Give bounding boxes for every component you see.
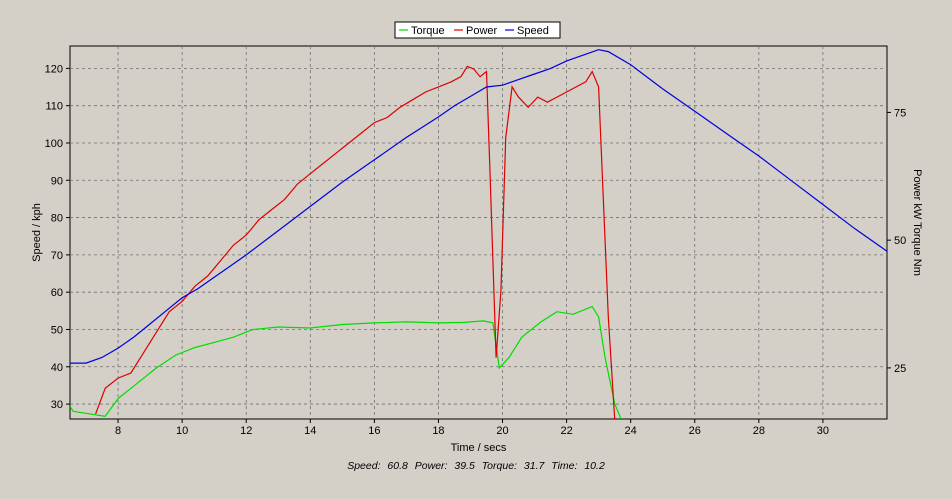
status-torque-value: 31.7 [523,460,545,472]
x-tick-label: 30 [817,425,829,437]
x-tick-label: 10 [176,425,188,437]
x-tick-label: 12 [240,425,252,437]
y-tick-label: 50 [51,324,63,336]
x-tick-label: 14 [304,425,316,437]
x-tick-label: 18 [432,425,444,437]
status-speed-label: Speed: [347,460,381,472]
y-tick-label: 30 [51,399,63,411]
plot-area [69,45,888,420]
y2-tick-label: 25 [894,363,906,375]
status-power-label: Power: [414,460,448,472]
y-tick-label: 70 [51,250,63,262]
y-axis-label: Speed / kph [31,203,43,262]
legend-label-power: Power [466,25,498,37]
x-tick-label: 24 [625,425,637,437]
y-tick-label: 60 [51,287,63,299]
x-tick-label: 22 [560,425,572,437]
x-tick-label: 8 [115,425,121,437]
x-tick-label: 26 [689,425,701,437]
y-tick-label: 100 [45,138,63,150]
legend-box [394,21,561,39]
status-speed-value: 60.8 [387,460,408,472]
status-time-label: Time: [551,460,578,472]
status-torque-label: Torque: [481,460,517,472]
y-tick-label: 40 [51,362,63,374]
y-tick-label: 90 [51,175,63,187]
status-time-value: 10.2 [584,460,605,472]
y2-axis-label: Power kW Torque Nm [911,169,923,276]
x-tick-label: 20 [496,425,508,437]
y2-tick-label: 75 [894,107,906,119]
status-power-value: 39.5 [454,460,475,472]
x-tick-label: 28 [753,425,765,437]
y-tick-label: 80 [51,213,63,225]
x-tick-label: 16 [368,425,380,437]
x-axis-label: Time / secs [451,442,507,454]
y-tick-label: 110 [45,101,63,113]
status-readout: Speed: 60.8 Power: 39.5 Torque: 31.7 Tim… [0,460,952,472]
series-line-speed [70,49,887,364]
series-line-power [95,65,616,419]
legend-label-torque: Torque [411,25,445,37]
legend-label-speed: Speed [517,25,549,37]
y2-tick-label: 50 [894,235,906,247]
y-tick-label: 120 [45,63,63,75]
series-line-torque [70,305,622,419]
